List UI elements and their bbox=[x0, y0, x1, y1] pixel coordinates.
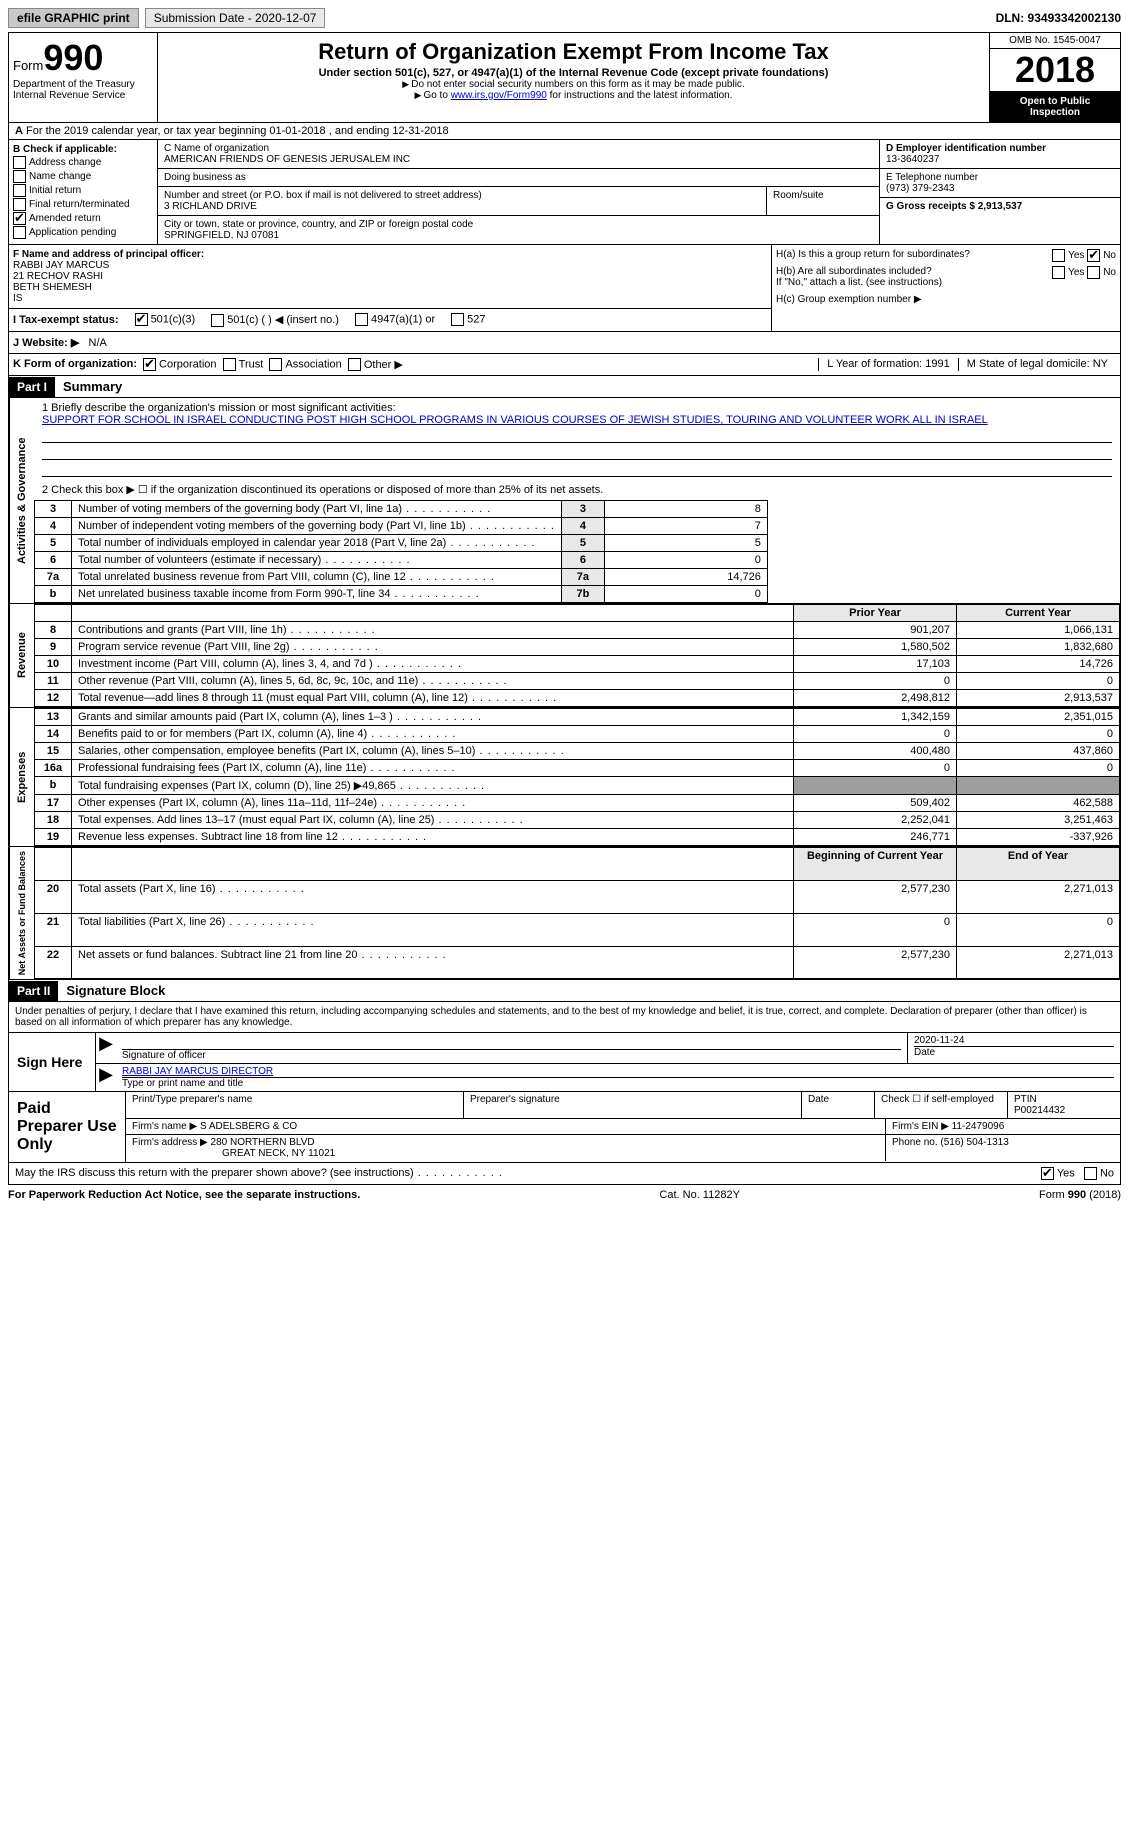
address: 3 RICHLAND DRIVE bbox=[164, 201, 760, 212]
city-state-zip: SPRINGFIELD, NJ 07081 bbox=[164, 230, 873, 241]
room-suite-label: Room/suite bbox=[767, 187, 879, 215]
gross-receipts: G Gross receipts $ 2,913,537 bbox=[886, 201, 1022, 212]
firm-address1: 280 NORTHERN BLVD bbox=[211, 1137, 315, 1148]
sig-date: 2020-11-24 bbox=[914, 1035, 1114, 1046]
note-ssn: Do not enter social security numbers on … bbox=[411, 79, 744, 90]
irs-link[interactable]: www.irs.gov/Form990 bbox=[451, 90, 547, 101]
part1-header: Part I bbox=[9, 377, 55, 397]
amended-return-checkbox[interactable] bbox=[13, 212, 26, 225]
officer-printed-name[interactable]: RABBI JAY MARCUS DIRECTOR bbox=[122, 1066, 273, 1077]
paid-preparer-label: Paid Preparer Use Only bbox=[9, 1092, 126, 1162]
top-toolbar: efile GRAPHIC print Submission Date - 20… bbox=[8, 8, 1121, 28]
city-label: City or town, state or province, country… bbox=[164, 219, 873, 230]
year-formation: L Year of formation: 1991 bbox=[818, 358, 958, 372]
row-a-tax-year: A For the 2019 calendar year, or tax yea… bbox=[8, 123, 1121, 140]
omb-number: OMB No. 1545-0047 bbox=[990, 33, 1120, 49]
dept-irs: Internal Revenue Service bbox=[13, 90, 153, 101]
efile-print-button[interactable]: efile GRAPHIC print bbox=[8, 8, 139, 28]
firm-ein: 11-2479096 bbox=[952, 1121, 1005, 1132]
side-activities-governance: Activities & Governance bbox=[9, 398, 34, 603]
discuss-question: May the IRS discuss this return with the… bbox=[15, 1167, 503, 1180]
firm-address2: GREAT NECK, NY 11021 bbox=[222, 1148, 335, 1159]
officer-name: RABBI JAY MARCUS bbox=[13, 260, 109, 271]
phone-label: E Telephone number bbox=[886, 172, 978, 183]
officer-label: F Name and address of principal officer: bbox=[13, 249, 204, 260]
phone-value: (973) 379-2343 bbox=[886, 183, 954, 194]
part2-header: Part II bbox=[9, 981, 58, 1001]
org-name-label: C Name of organization bbox=[164, 143, 873, 154]
q1-label: 1 Briefly describe the organization's mi… bbox=[42, 402, 1112, 414]
side-net-assets: Net Assets or Fund Balances bbox=[9, 847, 34, 979]
form-number: 990 bbox=[43, 37, 103, 78]
penalties-declaration: Under penalties of perjury, I declare th… bbox=[8, 1002, 1121, 1033]
note-goto-pre: Go to bbox=[423, 90, 450, 101]
form-word: Form bbox=[13, 58, 43, 73]
cat-number: Cat. No. 11282Y bbox=[659, 1189, 740, 1201]
form-footer: Form 990 (2018) bbox=[1039, 1189, 1121, 1201]
org-name: AMERICAN FRIENDS OF GENESIS JERUSALEM IN… bbox=[164, 154, 873, 165]
website-value: N/A bbox=[89, 337, 107, 349]
part2-title: Signature Block bbox=[58, 980, 173, 1001]
q2-text: 2 Check this box ▶ ☐ if the organization… bbox=[42, 483, 1112, 496]
mission-text[interactable]: SUPPORT FOR SCHOOL IN ISRAEL CONDUCTING … bbox=[42, 414, 988, 426]
ein-label: D Employer identification number bbox=[886, 143, 1046, 154]
sign-here-label: Sign Here bbox=[9, 1033, 96, 1091]
address-label: Number and street (or P.O. box if mail i… bbox=[164, 190, 760, 201]
form-header: Form990 Department of the Treasury Inter… bbox=[8, 32, 1121, 123]
dba-label: Doing business as bbox=[158, 169, 879, 187]
tax-year: 2018 bbox=[990, 49, 1120, 92]
dept-treasury: Department of the Treasury bbox=[13, 79, 153, 90]
form-title: Return of Organization Exempt From Incom… bbox=[162, 39, 985, 65]
side-expenses: Expenses bbox=[9, 708, 34, 846]
side-revenue: Revenue bbox=[9, 604, 34, 707]
state-domicile: M State of legal domicile: NY bbox=[958, 358, 1116, 372]
firm-phone: (516) 504-1313 bbox=[940, 1137, 1008, 1148]
officer-name-label: Type or print name and title bbox=[122, 1077, 1114, 1089]
dln-label: DLN: 93493342002130 bbox=[996, 11, 1121, 25]
sig-officer-label: Signature of officer bbox=[122, 1049, 901, 1061]
form-subtitle: Under section 501(c), 527, or 4947(a)(1)… bbox=[162, 67, 985, 79]
sig-date-label: Date bbox=[914, 1046, 1114, 1058]
part1-title: Summary bbox=[55, 376, 130, 397]
pra-notice: For Paperwork Reduction Act Notice, see … bbox=[8, 1189, 360, 1201]
note-goto-post: for instructions and the latest informat… bbox=[547, 90, 733, 101]
box-b-checkboxes: B Check if applicable: Address change Na… bbox=[9, 140, 158, 244]
ein-value: 13-3640237 bbox=[886, 154, 939, 165]
public-inspection: Open to Public Inspection bbox=[990, 92, 1120, 122]
firm-name: S ADELSBERG & CO bbox=[200, 1121, 297, 1132]
ptin-value: P00214432 bbox=[1014, 1105, 1065, 1116]
submission-date-field: Submission Date - 2020-12-07 bbox=[145, 8, 326, 28]
